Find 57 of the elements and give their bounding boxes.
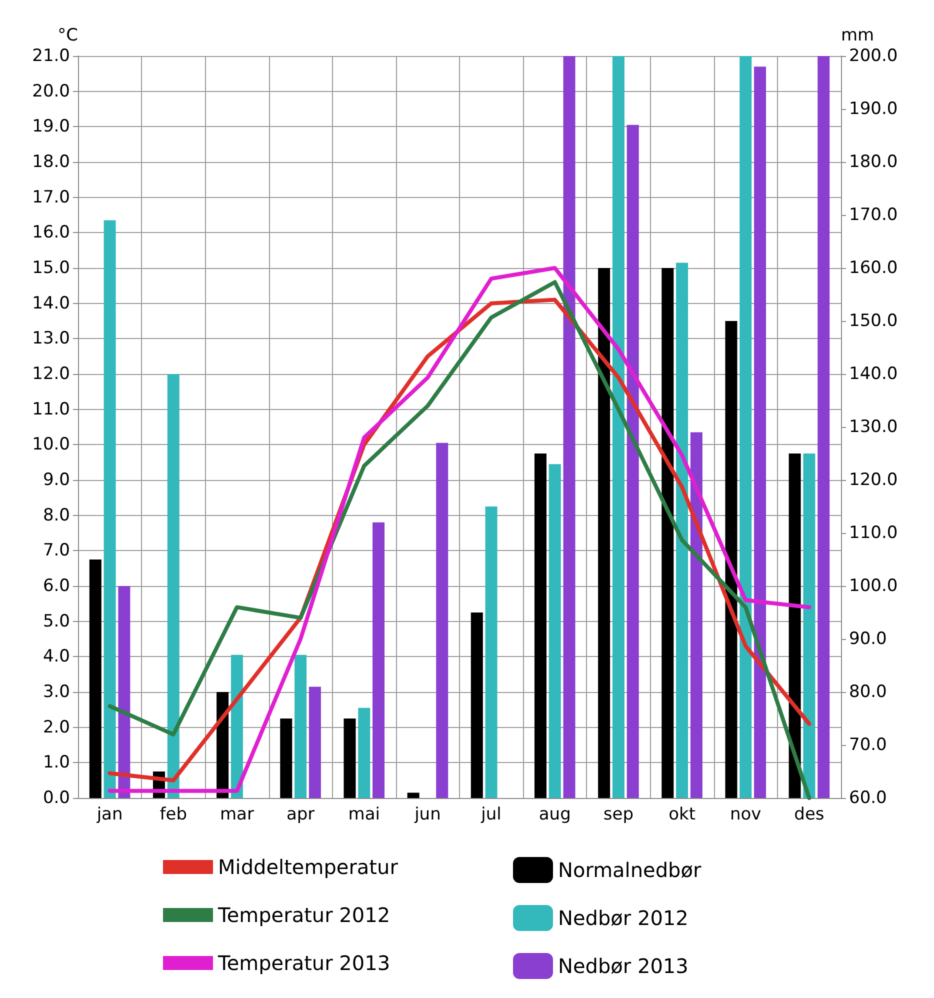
y-tick-label: 12.0 [32,364,70,384]
legend-label: Nedbør 2012 [558,906,688,930]
y-tick-label: 20.0 [32,81,70,102]
y2-tick-label: 160.0 [849,258,898,278]
x-tick-label: jan [96,804,123,824]
y-tick-label: 5.0 [42,611,70,632]
x-tick-label: apr [286,804,315,824]
y-tick-label: 15.0 [32,258,70,278]
y2-tick-label: 130.0 [849,417,898,437]
y2-tick-label: 100.0 [849,576,898,596]
y2-tick-label: 70.0 [849,735,887,755]
y2-tick-label: 190.0 [849,99,898,119]
y-axis-title: °C [58,26,78,46]
x-tick-label: sep [603,804,634,824]
x-tick-label: nov [730,804,762,824]
y2-tick-label: 150.0 [849,311,898,331]
y2-tick-label: 180.0 [849,152,898,172]
y-tick-label: 2.0 [42,717,70,738]
y2-tick-label: 80.0 [849,682,887,702]
x-tick-label: feb [160,804,187,824]
x-tick-label: aug [538,804,571,824]
y-tick-label: 11.0 [32,399,70,420]
legend-label: Normalnedbør [558,858,702,882]
y2-tick-label: 60.0 [849,788,887,808]
y-tick-label: 16.0 [32,222,70,243]
x-tick-label: okt [668,804,696,824]
legend-label: Middeltemperatur [218,855,399,879]
y2-tick-label: 120.0 [849,470,898,490]
y-tick-label: 14.0 [32,293,70,314]
y-tick-label: 0.0 [42,788,70,808]
x-tick-label: des [794,804,824,824]
legend-label: Nedbør 2013 [558,954,688,978]
y2-tick-label: 90.0 [849,629,887,649]
y2-tick-label: 110.0 [849,523,898,543]
y-tick-label: 1.0 [42,752,70,773]
y2-tick-label: 140.0 [849,364,898,384]
y-tick-label: 10.0 [32,434,70,455]
y-tick-label: 7.0 [42,540,70,561]
x-tick-label: jun [414,804,441,824]
legend-label: Temperatur 2012 [217,903,390,927]
y2-axis-title: mm [841,26,874,46]
y-tick-label: 17.0 [32,187,70,208]
y-tick-label: 19.0 [32,116,70,137]
x-tick-label: mai [348,804,380,824]
y-tick-label: 3.0 [42,682,70,702]
x-tick-label: mar [220,804,254,824]
y-tick-label: 9.0 [42,470,70,490]
y-tick-label: 8.0 [42,505,70,526]
y2-tick-label: 170.0 [849,205,898,225]
y-tick-label: 6.0 [42,576,70,596]
legend-label: Temperatur 2013 [217,951,390,975]
y-tick-label: 21.0 [32,46,70,66]
y2-tick-label: 200.0 [849,46,898,66]
y-tick-label: 13.0 [32,328,70,349]
x-tick-label: jul [480,804,502,824]
y-tick-label: 18.0 [32,152,70,172]
y-tick-label: 4.0 [42,646,70,667]
